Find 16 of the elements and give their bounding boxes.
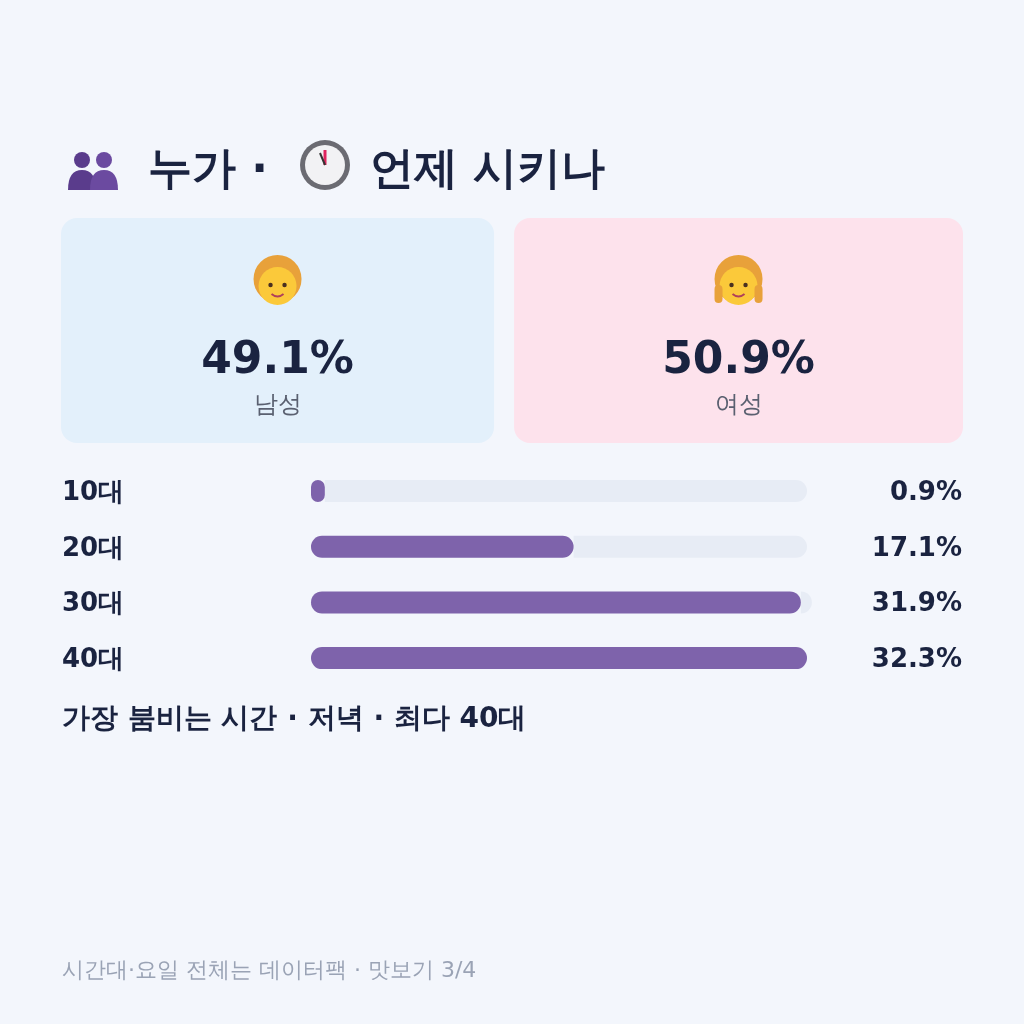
bar <box>311 647 807 670</box>
text: 시간대·요일 전체는 데이터팩 · 맛보기 3/4 <box>62 957 477 982</box>
category-label: 여성 <box>714 390 763 418</box>
category-label: 남성 <box>253 390 302 418</box>
text: 가장 붐비는 시간 · 저녁 · 최다 40대 <box>62 701 527 734</box>
chart-title: 누가 · 언제 시키나 <box>148 142 606 193</box>
y-tick-label: 20대 <box>62 531 125 562</box>
data-label: 17.1% <box>871 531 962 562</box>
data-label: 50.9% <box>662 332 815 383</box>
y-tick-label: 10대 <box>62 476 125 506</box>
data-label: 0.9% <box>889 476 962 506</box>
data-label: 31.9% <box>871 587 962 618</box>
data-label: 32.3% <box>871 643 962 674</box>
y-tick-label: 30대 <box>62 587 125 618</box>
data-label: 49.1% <box>201 332 354 383</box>
y-tick-label: 40대 <box>62 643 125 674</box>
